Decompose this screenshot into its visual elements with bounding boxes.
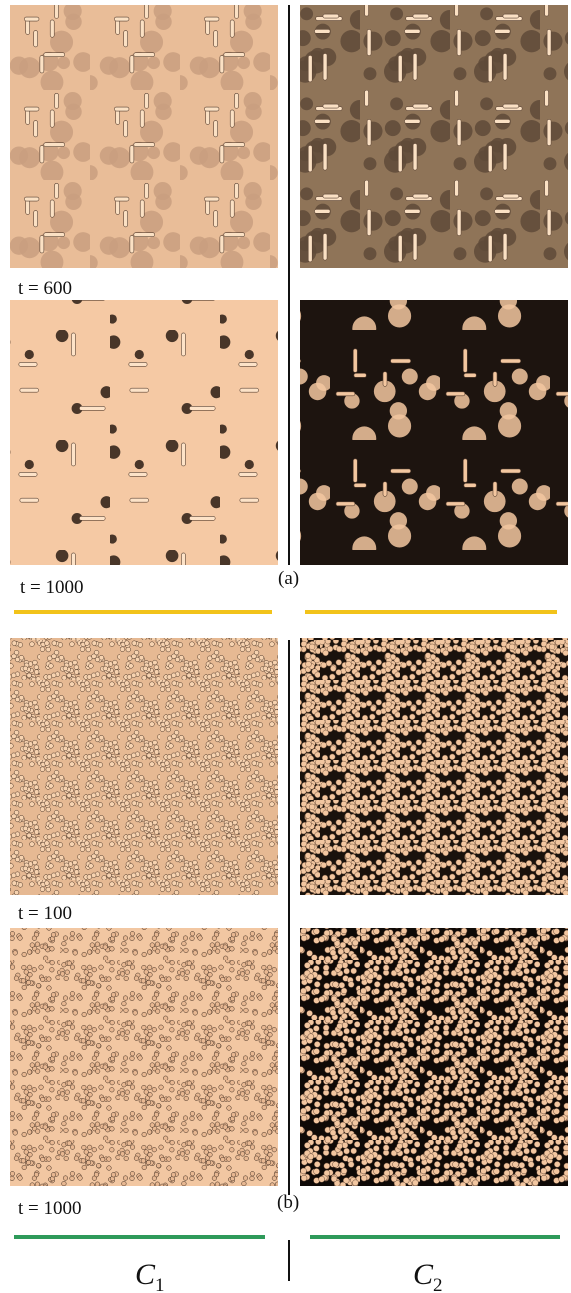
column-letter: C bbox=[413, 1258, 434, 1291]
figure: t = 600 t = 1000 (a) t = 100 t = 1000 (b… bbox=[0, 0, 571, 1293]
column-letter: C bbox=[135, 1258, 156, 1291]
image-b-1000-c2 bbox=[300, 928, 568, 1186]
image-a-600-c1 bbox=[10, 5, 278, 268]
column-label: C2 bbox=[413, 1258, 443, 1293]
image-a-1000-c1 bbox=[10, 300, 278, 565]
image-b-100-c1 bbox=[10, 638, 278, 895]
column-subscript: 1 bbox=[155, 1275, 165, 1293]
image-a-600-c2 bbox=[300, 5, 568, 268]
column-label: C1 bbox=[135, 1258, 165, 1293]
time-label: t = 1000 bbox=[20, 577, 84, 598]
time-label: t = 600 bbox=[18, 278, 72, 299]
column-subscript: 2 bbox=[433, 1275, 443, 1293]
panel-label: (a) bbox=[278, 568, 299, 589]
image-b-100-c2 bbox=[300, 638, 568, 895]
panel-label: (b) bbox=[277, 1192, 299, 1213]
image-a-1000-c2 bbox=[300, 300, 568, 565]
time-label: t = 100 bbox=[18, 903, 72, 924]
image-b-1000-c1 bbox=[10, 928, 278, 1186]
time-label: t = 1000 bbox=[18, 1198, 82, 1219]
